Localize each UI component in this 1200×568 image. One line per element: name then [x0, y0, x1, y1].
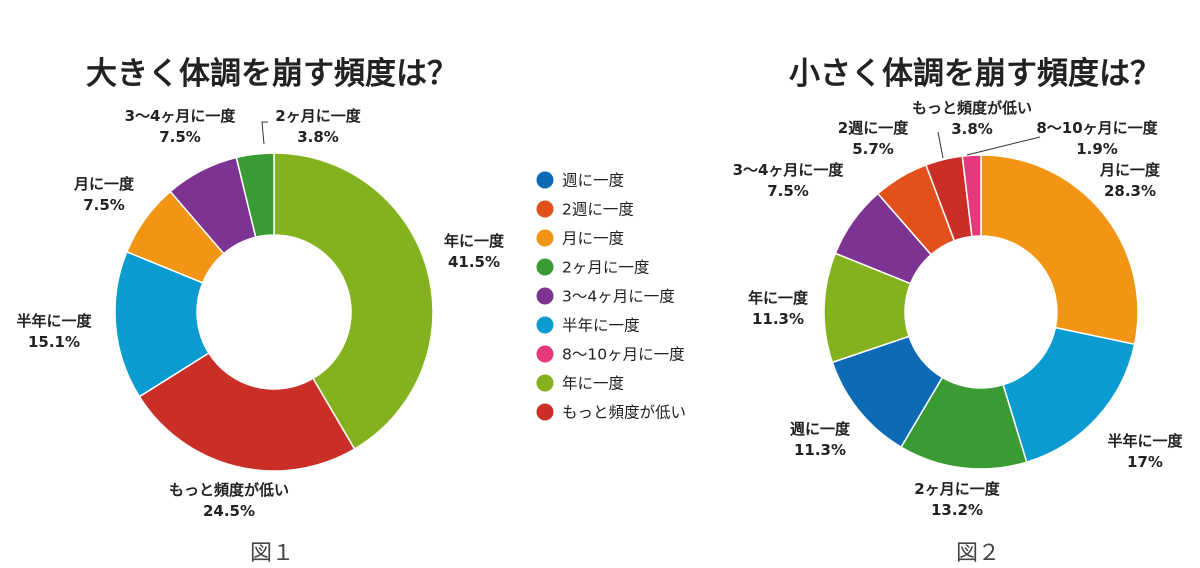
slice-label-4: 週に一度 — [790, 420, 851, 438]
slice-label-3: 半年に一度 — [16, 312, 92, 330]
legend-label-8: 年に一度 — [562, 375, 624, 393]
slice-label-3: 2ヶ月に一度 — [914, 480, 1000, 498]
slice-value-6: 7.5% — [767, 182, 809, 200]
legend-swatch-3 — [536, 229, 554, 247]
legend-swatch-4 — [536, 258, 554, 276]
slice-label-9: 8〜10ヶ月に一度 — [1036, 119, 1158, 137]
chart1-donut: 年に一度 41.5% もっと頻度が低い 24.5% 半年に一度 15.1% 月に一度 7.5%… — [16, 107, 505, 520]
slice-label-5: 年に一度 — [748, 289, 809, 307]
slice-label-8: もっと頻度が低い — [912, 99, 1032, 117]
slice-label-2: 半年に一度 — [1107, 432, 1183, 450]
slice-value-1: 28.3% — [1104, 182, 1156, 200]
slice-2 — [1002, 326, 1136, 464]
legend-label-2: 2週に一度 — [562, 201, 634, 219]
leader-line-9 — [966, 136, 1041, 156]
legend-swatch-9 — [536, 403, 554, 421]
slice-value-4: 11.3% — [794, 441, 846, 459]
slice-value-7: 5.7% — [852, 140, 894, 158]
slice-2 — [138, 351, 356, 472]
chart1-title: 大きく体調を崩す頻度は？ — [86, 56, 458, 92]
slice-value-6: 3.8% — [297, 128, 339, 146]
slice-label-6: 2ヶ月に一度 — [275, 107, 361, 125]
legend-swatch-8 — [536, 374, 554, 392]
legend-swatch-2 — [536, 200, 554, 218]
legend-swatch-6 — [536, 316, 554, 334]
slice-value-5: 7.5% — [159, 128, 201, 146]
legend-swatch-7 — [536, 345, 554, 363]
slice-6 — [235, 152, 275, 239]
leader-line-8 — [937, 131, 944, 159]
legend-swatch-5 — [536, 287, 554, 305]
chart1-caption: 図１ — [250, 541, 294, 566]
slice-label-6: 3〜4ヶ月に一度 — [733, 161, 845, 179]
chart2-title: 小さく体調を崩す頻度は？ — [789, 56, 1161, 92]
slice-value-2: 17% — [1127, 453, 1163, 471]
slice-value-4: 7.5% — [83, 196, 125, 214]
slice-1 — [980, 154, 1139, 346]
legend-label-4: 2ヶ月に一度 — [562, 259, 649, 277]
legend-swatch-1 — [536, 171, 554, 189]
slice-label-4: 月に一度 — [73, 175, 135, 193]
slice-value-3: 13.2% — [931, 501, 983, 519]
chart2-donut: 月に一度 28.3% 半年に一度 17% 2ヶ月に一度 13.2% 週に一度 11.3% 年に一… — [733, 99, 1184, 519]
slice-label-2: もっと頻度が低い — [169, 481, 289, 499]
legend-label-5: 3〜4ヶ月に一度 — [562, 288, 675, 306]
slice-value-5: 11.3% — [752, 310, 804, 328]
slice-label-7: 2週に一度 — [838, 119, 909, 137]
slice-label-5: 3〜4ヶ月に一度 — [125, 107, 237, 125]
slice-value-9: 1.9% — [1076, 140, 1118, 158]
slice-label-1: 年に一度 — [444, 232, 505, 250]
slice-value-3: 15.1% — [28, 333, 80, 351]
legend-label-9: もっと頻度が低い — [562, 404, 686, 422]
legend-label-6: 半年に一度 — [562, 317, 640, 335]
slice-9 — [961, 154, 982, 238]
legend-label-1: 週に一度 — [562, 172, 624, 190]
leader-line-6 — [261, 121, 268, 145]
slice-value-8: 3.8% — [951, 120, 993, 138]
slice-value-1: 41.5% — [448, 253, 500, 271]
chart2-caption: 図２ — [956, 541, 1000, 566]
legend-label-7: 8〜10ヶ月に一度 — [562, 346, 685, 364]
legend-label-3: 月に一度 — [562, 230, 624, 248]
slice-1 — [273, 152, 434, 451]
slice-value-2: 24.5% — [203, 502, 255, 520]
slice-label-1: 月に一度 — [1099, 161, 1161, 179]
